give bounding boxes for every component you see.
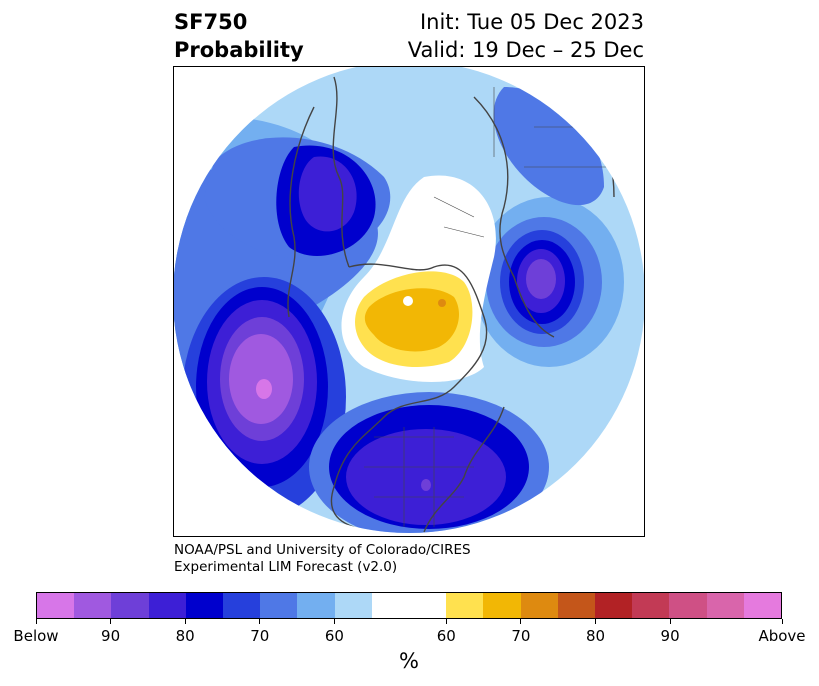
contour-80-namerica	[346, 429, 506, 525]
colorbar-tick-label: 70	[511, 627, 531, 645]
init-date: Init: Tue 05 Dec 2023	[419, 10, 644, 34]
colorbar-tick-label: 80	[175, 627, 195, 645]
colorbar-tick-label: Above	[758, 627, 806, 645]
colorbar	[36, 592, 782, 619]
colorbar-cell	[297, 593, 335, 618]
colorbar-cell	[520, 593, 558, 618]
colorbar-tick	[781, 619, 783, 624]
colorbar-cell	[446, 593, 484, 618]
colorbar-cell	[148, 593, 186, 618]
colorbar-cell	[185, 593, 224, 618]
colorbar-cell	[111, 593, 149, 618]
contour-85-namerica	[421, 479, 431, 491]
valid-dates: Valid: 19 Dec – 25 Dec	[407, 38, 644, 62]
contour-85-asia	[526, 259, 556, 299]
colorbar-tick	[595, 619, 596, 624]
colorbar-cell	[260, 593, 298, 618]
colorbar-cell	[706, 593, 744, 618]
borders	[364, 87, 614, 527]
colorbar-tick-label: 60	[324, 627, 344, 645]
title-block: SF750 Probability	[174, 8, 304, 64]
colorbar-tick-label: 90	[101, 627, 121, 645]
colorbar-tick	[35, 619, 37, 624]
colorbar-cell	[371, 593, 410, 618]
coastlines	[287, 76, 615, 533]
colorbar-tick	[259, 619, 261, 624]
colorbar-tick	[184, 619, 186, 624]
colorbar-tick	[669, 619, 671, 624]
colorbar-cell	[557, 593, 596, 618]
contour-65-above	[364, 288, 459, 352]
colorbar-cell	[37, 593, 75, 618]
colorbar-tick	[445, 619, 447, 624]
colorbar-tick-label: 90	[660, 627, 680, 645]
colorbar-cell	[743, 593, 782, 618]
credit-block: NOAA/PSL and University of Colorado/CIRE…	[174, 542, 471, 576]
colorbar-cell	[223, 593, 261, 618]
title-line1: SF750	[174, 10, 248, 34]
colorbar-tick-label: 80	[585, 627, 606, 645]
colorbar-tick	[333, 619, 335, 624]
colorbar-cell	[334, 593, 372, 618]
contour-65-siberia	[493, 87, 604, 206]
colorbar-tick-label: Below	[13, 627, 59, 645]
colorbar-tick-label: 60	[436, 627, 456, 645]
credit-line1: NOAA/PSL and University of Colorado/CIRE…	[174, 542, 471, 558]
contour-below-pacific	[256, 379, 272, 399]
probability-map	[174, 67, 644, 533]
colorbar-tick	[110, 619, 112, 624]
neutral-dot	[403, 296, 413, 306]
credit-line2: Experimental LIM Forecast (v2.0)	[174, 559, 398, 575]
title-line2: Probability	[174, 38, 304, 62]
colorbar-unit: %	[399, 649, 419, 673]
map-panel	[173, 66, 645, 537]
colorbar-cell	[74, 593, 112, 618]
colorbar-cell	[595, 593, 633, 618]
colorbar-cell	[409, 593, 447, 618]
colorbar-cell	[483, 593, 521, 618]
date-block: Init: Tue 05 Dec 2023 Valid: 19 Dec – 25…	[408, 8, 644, 64]
colorbar-cell	[669, 593, 707, 618]
colorbar-cell	[632, 593, 670, 618]
colorbar-tick	[520, 619, 522, 624]
colorbar-tick-label: 70	[250, 627, 270, 645]
contour-70-above	[438, 299, 446, 307]
contour-90-pacific	[229, 334, 293, 424]
